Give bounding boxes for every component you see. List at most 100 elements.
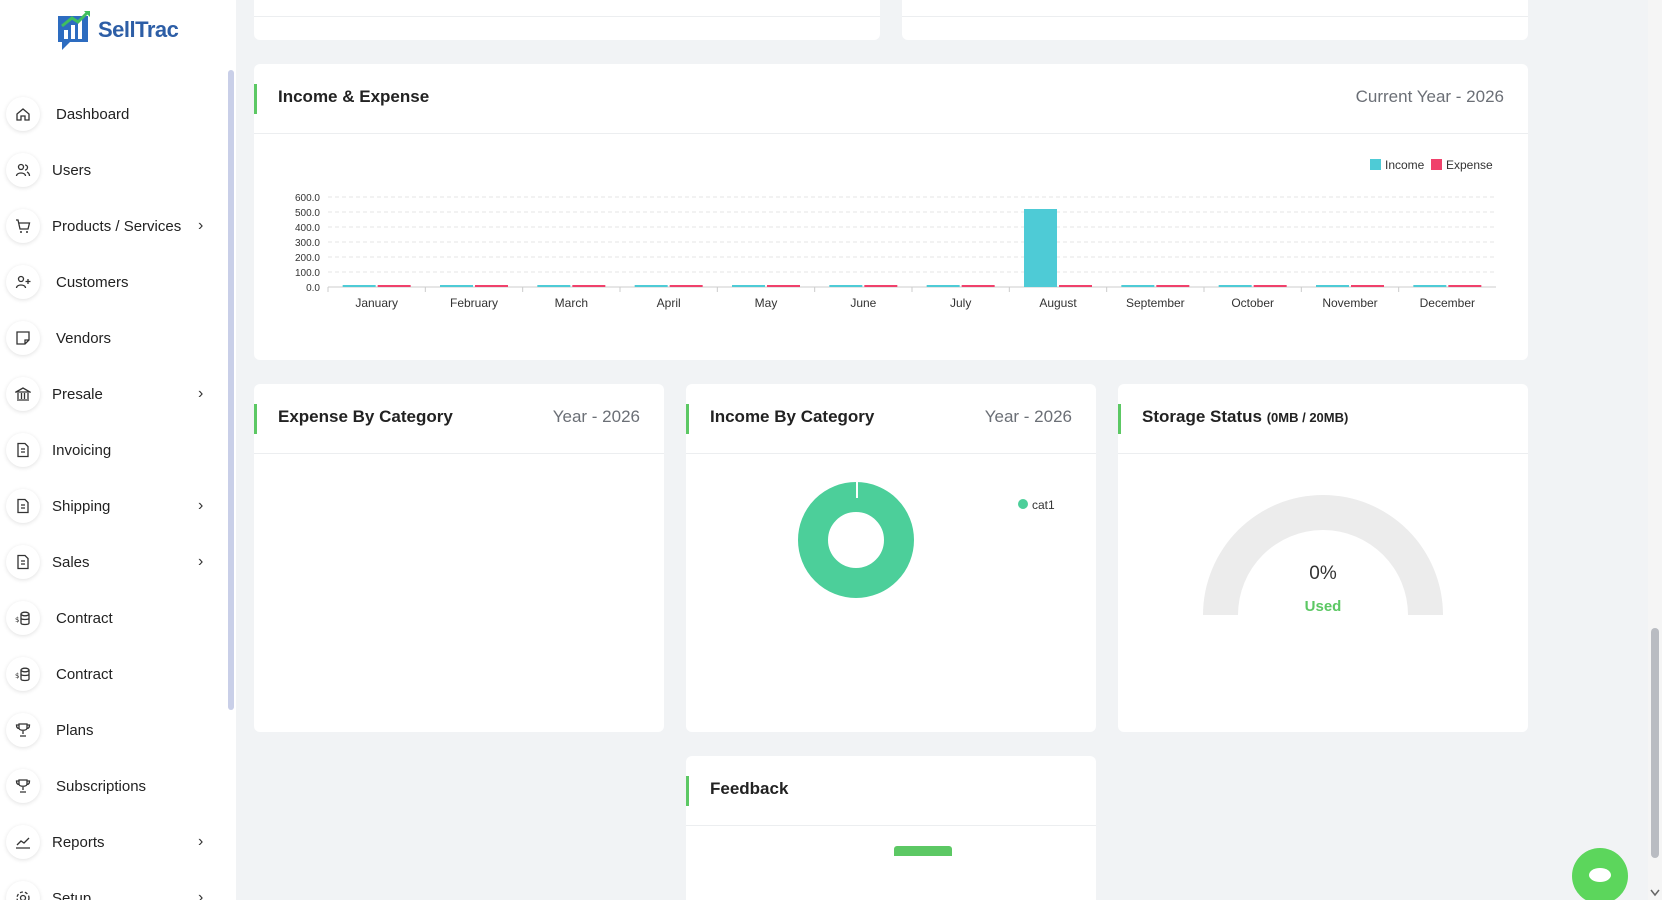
- bar-income-march: [537, 285, 571, 287]
- storage-percent: 0%: [1309, 563, 1337, 584]
- bar-income-january: [342, 285, 376, 287]
- sidebar-item-reports[interactable]: Reports ›: [0, 814, 228, 870]
- sidebar-item-label: Products / Services: [52, 217, 182, 235]
- expense-by-category-card: Expense By Category Year - 2026: [254, 384, 664, 732]
- sidebar-item-label: Contract: [56, 609, 113, 627]
- sidebar-scrollbar[interactable]: [228, 70, 234, 710]
- card-title: Income & Expense: [278, 87, 430, 106]
- sidebar-item-label: Shipping: [52, 497, 111, 515]
- sidebar-item-contract[interactable]: $ Contract: [0, 646, 228, 702]
- y-tick-label: 300.0: [295, 238, 320, 249]
- x-tick-label: February: [450, 296, 498, 310]
- scroll-down-arrow-icon[interactable]: [1649, 888, 1661, 898]
- x-tick-label: April: [657, 296, 681, 310]
- storage-gauge: 0% Used: [1203, 495, 1443, 615]
- sidebar-item-sales[interactable]: Sales ›: [0, 534, 228, 590]
- bar-expense-february: [475, 285, 508, 287]
- card-header: Storage Status (0MB / 20MB): [1118, 384, 1528, 454]
- sidebar-item-label: Contract: [56, 665, 113, 683]
- x-tick-label: March: [555, 296, 588, 310]
- home-icon: [6, 97, 40, 131]
- bar-expense-september: [1156, 285, 1190, 287]
- selltrac-logo[interactable]: SellTrac: [54, 8, 179, 52]
- sidebar-item-vendors[interactable]: Vendors: [0, 310, 228, 366]
- gauge-track: [1203, 495, 1443, 615]
- chevron-right-icon[interactable]: ›: [198, 217, 204, 234]
- bar-income-september: [1121, 285, 1155, 287]
- bar-expense-june: [864, 285, 898, 287]
- svg-text:$: $: [15, 672, 19, 680]
- chevron-right-icon[interactable]: ›: [198, 497, 204, 514]
- x-tick-label: May: [755, 296, 778, 310]
- sidebar-item-customers[interactable]: Customers: [0, 254, 228, 310]
- legend-label-income: Income: [1385, 158, 1425, 172]
- legend-label-expense: Expense: [1446, 158, 1493, 172]
- x-tick-label: June: [850, 296, 876, 310]
- card-period: Year - 2026: [984, 407, 1072, 426]
- card-header: Expense By Category Year - 2026: [254, 384, 664, 454]
- sidebar-item-label: Users: [52, 161, 92, 179]
- sidebar-item-label: Reports: [52, 833, 105, 851]
- y-tick-label: 600.0: [295, 193, 320, 204]
- legend-swatch-income: [1370, 159, 1381, 170]
- chevron-right-icon[interactable]: ›: [198, 833, 204, 850]
- sidebar-item-plans[interactable]: Plans: [0, 702, 228, 758]
- y-tick-label: 500.0: [295, 208, 320, 219]
- feedback-bar: [894, 846, 952, 856]
- chart-line-icon: [6, 825, 40, 859]
- bar-expense-october: [1253, 285, 1287, 287]
- x-tick-label: August: [1039, 296, 1077, 310]
- x-tick-label: July: [950, 296, 971, 310]
- bank-icon: [6, 377, 40, 411]
- card-header: Income & Expense Current Year - 2026: [254, 64, 1528, 134]
- sidebar-item-label: Plans: [56, 721, 94, 739]
- users-icon: [6, 153, 40, 187]
- legend-dot-cat1: [1018, 499, 1028, 509]
- page-scrollbar-thumb[interactable]: [1651, 628, 1659, 858]
- card-header: Feedback: [686, 756, 1096, 826]
- sidebar-item-label: Dashboard: [56, 105, 130, 123]
- card-period: Current Year - 2026: [1355, 87, 1504, 106]
- sidebar-item-products-services[interactable]: Products / Services ›: [0, 198, 228, 254]
- card-title: Storage Status (0MB / 20MB): [1142, 407, 1348, 427]
- top-card-right: [902, 0, 1528, 40]
- sidebar-item-presale[interactable]: Presale ›: [0, 366, 228, 422]
- income-by-category-card: Income By Category Year - 2026 cat1: [686, 384, 1096, 732]
- storage-capacity: (0MB / 20MB): [1266, 410, 1349, 425]
- sidebar-item-setup[interactable]: Setup ›: [0, 870, 228, 900]
- svg-text:$: $: [15, 616, 19, 624]
- coins-icon: $: [6, 657, 40, 691]
- sidebar-item-subscriptions[interactable]: Subscriptions: [0, 758, 228, 814]
- sidebar-nav: Dashboard Users Products / Services › Custom…: [0, 86, 228, 900]
- file-icon: [6, 545, 40, 579]
- chevron-right-icon[interactable]: ›: [198, 385, 204, 402]
- sidebar-item-contract[interactable]: $ Contract: [0, 590, 228, 646]
- bar-expense-march: [572, 285, 606, 287]
- settings-icon: [6, 881, 40, 900]
- logo-text: SellTrac: [98, 17, 179, 42]
- y-tick-label: 400.0: [295, 223, 320, 234]
- card-header: Income By Category Year - 2026: [686, 384, 1096, 454]
- card-period: Year - 2026: [552, 407, 640, 426]
- chevron-right-icon[interactable]: ›: [198, 889, 204, 900]
- bar-expense-july: [961, 285, 995, 287]
- bar-income-april: [634, 285, 668, 287]
- card-title: Expense By Category: [278, 407, 453, 426]
- bar-income-may: [732, 285, 765, 287]
- sidebar-item-invoicing[interactable]: Invoicing: [0, 422, 228, 478]
- y-tick-label: 100.0: [295, 268, 320, 279]
- sidebar: SellTrac Dashboard Users Products / Servic…: [0, 0, 236, 900]
- coins-icon: $: [6, 601, 40, 635]
- chevron-right-icon[interactable]: ›: [198, 553, 204, 570]
- x-tick-label: September: [1126, 296, 1185, 310]
- sidebar-item-dashboard[interactable]: Dashboard: [0, 86, 228, 142]
- storage-used-label: Used: [1305, 598, 1342, 615]
- sidebar-item-label: Customers: [56, 273, 129, 291]
- income-category-donut: cat1: [798, 482, 1055, 598]
- sidebar-item-users[interactable]: Users: [0, 142, 228, 198]
- sidebar-item-label: Vendors: [56, 329, 112, 347]
- trophy-icon: [6, 769, 40, 803]
- bar-expense-april: [669, 285, 703, 287]
- bar-expense-august: [1059, 285, 1092, 287]
- sidebar-item-shipping[interactable]: Shipping ›: [0, 478, 228, 534]
